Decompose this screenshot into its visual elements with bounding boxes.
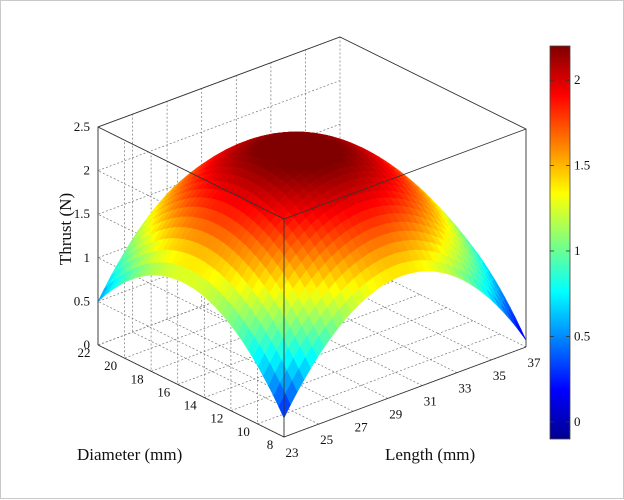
y-axis-label: Diameter (mm) — [77, 445, 182, 464]
y-tick-label: 14 — [184, 398, 198, 413]
colorbar-tick-label: 1 — [574, 243, 581, 258]
x-tick-label: 27 — [355, 419, 369, 434]
z-tick-label: 1.5 — [74, 206, 90, 221]
y-tick-label: 8 — [267, 437, 274, 452]
y-tick-label: 16 — [157, 384, 171, 399]
colorbar — [550, 46, 570, 439]
z-tick-label: 1 — [84, 250, 91, 265]
colorbar-tick-label: 1.5 — [574, 158, 590, 173]
thrust-surface — [98, 132, 526, 418]
z-axis-label: Thrust (N) — [56, 193, 75, 265]
colorbar-tick-label: 0 — [574, 414, 581, 429]
x-tick-label: 31 — [424, 394, 437, 409]
x-tick-label: 33 — [458, 381, 471, 396]
x-tick-label: 37 — [528, 355, 542, 370]
colorbar-tick-label: 2 — [574, 72, 581, 87]
colorbar-tick-label: 0.5 — [574, 329, 590, 344]
y-tick-label: 12 — [210, 411, 223, 426]
y-tick-label: 18 — [131, 371, 144, 386]
x-tick-label: 25 — [320, 432, 333, 447]
x-tick-label: 35 — [493, 368, 506, 383]
surface-patch — [514, 320, 526, 340]
x-tick-label: 23 — [286, 445, 299, 460]
z-tick-label: 2.5 — [74, 119, 90, 134]
z-tick-label: 0 — [84, 337, 91, 352]
y-tick-label: 10 — [237, 424, 250, 439]
x-tick-label: 29 — [389, 406, 402, 421]
z-tick-label: 0.5 — [74, 293, 90, 308]
z-tick-label: 2 — [84, 163, 91, 178]
x-axis-label: Length (mm) — [385, 445, 475, 464]
y-tick-label: 20 — [104, 358, 117, 373]
